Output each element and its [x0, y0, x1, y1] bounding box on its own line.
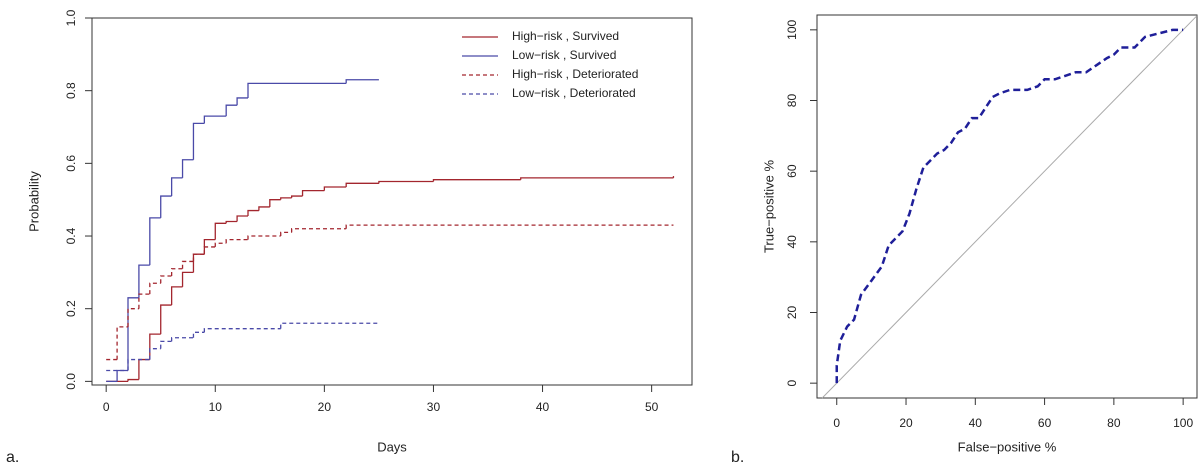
step-segment [280, 197, 292, 200]
step-segment [192, 253, 205, 273]
legend-label: High−risk , Deteriorated [512, 67, 638, 81]
step-segment [127, 308, 139, 327]
y-tick-label: 100 [785, 20, 799, 40]
x-tick-label: 10 [209, 400, 223, 414]
y-tick-label: 60 [785, 164, 799, 178]
x-tick-label: 80 [1107, 416, 1121, 430]
step-segment [170, 337, 194, 342]
reference-diagonal [821, 15, 1198, 399]
step-segment [170, 177, 183, 197]
step-segment [236, 97, 248, 106]
step-segment [160, 304, 172, 335]
step-segment [323, 186, 347, 191]
y-tick-label: 80 [785, 94, 799, 108]
y-tick-label: 40 [785, 235, 799, 249]
step-segment [203, 239, 216, 255]
x-axis-label: Days [377, 439, 407, 454]
x-tick-label: 100 [1173, 416, 1193, 430]
step-segment [236, 215, 248, 222]
step-segment [225, 104, 238, 117]
step-segment [290, 195, 303, 198]
step-segment [214, 242, 227, 247]
x-tick-label: 50 [645, 400, 659, 414]
step-segment [520, 177, 674, 180]
legend-label: High−risk , Survived [512, 29, 619, 43]
step-segment [127, 297, 139, 371]
step-segment [192, 122, 205, 160]
step-segment [280, 231, 292, 237]
legend-label: Low−risk , Deteriorated [512, 86, 636, 100]
y-axis-label: True−positive % [761, 160, 776, 254]
step-segment [247, 235, 281, 240]
x-tick-label: 30 [427, 400, 441, 414]
step-segment [149, 333, 161, 360]
step-segment [192, 331, 205, 338]
step-segment [149, 282, 161, 295]
step-segment [170, 268, 183, 276]
x-tick-label: 40 [969, 416, 983, 430]
step-segment [160, 195, 172, 218]
step-segment [225, 239, 248, 244]
step-segment [127, 358, 150, 371]
step-segment [290, 228, 347, 233]
x-axis-label: False−positive % [958, 439, 1057, 454]
plot-frame [91, 17, 693, 386]
step-segment [116, 369, 128, 382]
legend-label: Low−risk , Survived [512, 48, 616, 62]
step-segment [138, 358, 150, 380]
step-segment [181, 260, 194, 269]
step-segment [170, 286, 183, 306]
step-segment [138, 264, 150, 298]
step-segment [181, 271, 194, 287]
step-segment [345, 224, 674, 229]
step-segment [258, 206, 270, 211]
x-tick-label: 60 [1038, 416, 1052, 430]
step-segment [160, 340, 172, 349]
step-segment [345, 182, 379, 187]
x-tick-label: 20 [318, 400, 332, 414]
panel-label: a. [6, 449, 19, 466]
step-segment [345, 79, 379, 84]
y-axis-label: Probability [26, 171, 41, 232]
y-tick-label: 0 [785, 380, 799, 387]
x-tick-label: 20 [899, 416, 913, 430]
y-tick-label: 0.6 [64, 155, 78, 172]
x-tick-label: 40 [536, 400, 550, 414]
step-segment [247, 209, 259, 217]
step-segment [149, 348, 161, 360]
step-segment [138, 293, 150, 309]
step-segment [181, 159, 194, 178]
y-tick-label: 0.0 [64, 373, 78, 390]
step-segment [127, 378, 139, 382]
panel-label: b. [731, 449, 744, 466]
y-tick-label: 0.2 [64, 300, 78, 317]
step-segment [214, 222, 227, 240]
step-segment [225, 220, 238, 224]
plot-frame [816, 14, 1198, 399]
step-segment [378, 180, 434, 184]
y-tick-label: 0.8 [64, 82, 78, 99]
step-segment [203, 328, 281, 333]
step-segment [203, 246, 216, 255]
roc-curve [835, 28, 1184, 384]
step-segment [301, 189, 325, 197]
step-segment [247, 82, 347, 98]
x-tick-label: 0 [833, 416, 840, 430]
x-tick-label: 0 [103, 400, 110, 414]
step-segment [149, 217, 161, 266]
y-tick-label: 0.4 [64, 227, 78, 244]
step-segment [160, 275, 172, 284]
step-segment [192, 253, 205, 262]
y-tick-label: 1.0 [64, 9, 78, 26]
step-segment [116, 326, 128, 360]
step-segment [269, 199, 281, 207]
y-tick-label: 20 [785, 306, 799, 320]
step-segment [280, 322, 379, 329]
step-segment [203, 115, 227, 124]
step-segment [432, 179, 521, 182]
